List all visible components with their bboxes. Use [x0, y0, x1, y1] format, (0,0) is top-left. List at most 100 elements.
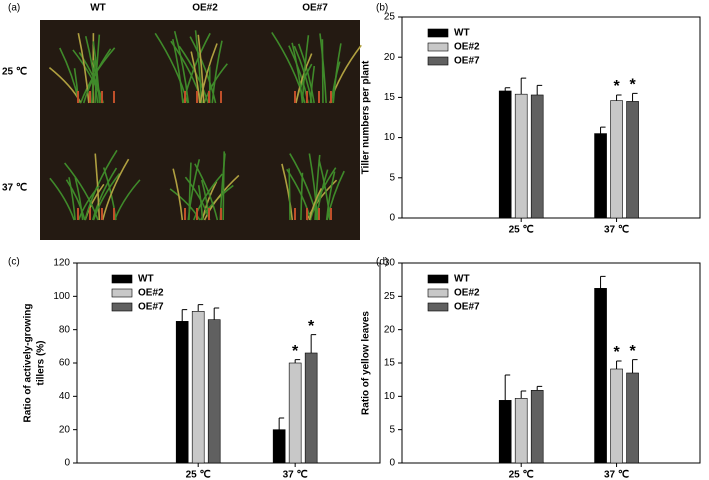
column-label: WT [90, 3, 106, 14]
legend-label: OE#2 [454, 288, 480, 299]
column-label: OE#2 [192, 3, 218, 14]
y-tick-label: 100 [53, 291, 70, 302]
error-bar [616, 360, 622, 369]
bar [594, 288, 607, 464]
leaf [68, 177, 76, 221]
leaf [171, 39, 184, 104]
leaf [306, 179, 338, 221]
legend-swatch [111, 274, 133, 284]
leaf [92, 173, 121, 221]
error-bar [197, 304, 204, 312]
panel-label: (a) [8, 3, 20, 14]
y-tick-label: 25 [384, 291, 396, 302]
leaf [77, 185, 100, 221]
bar [626, 372, 639, 464]
y-axis-label: Ratio of actively-growing [23, 304, 34, 423]
legend-swatch [427, 56, 449, 66]
y-tick-label: 0 [389, 213, 395, 224]
y-tick-label: 20 [59, 424, 71, 435]
bar [610, 368, 623, 464]
legend-label: WT [138, 274, 154, 285]
error-bar [504, 87, 511, 91]
leaf [321, 39, 324, 104]
bar [272, 429, 286, 464]
panel-label: (c) [8, 257, 20, 268]
bar [304, 352, 318, 464]
legend-swatch [427, 42, 449, 52]
leaf [192, 173, 223, 221]
leaf [203, 174, 240, 221]
legend-label: OE#7 [454, 302, 480, 313]
leaf [203, 63, 228, 104]
error-bar [600, 126, 606, 134]
significance-marker: * [629, 77, 636, 94]
leaf [281, 163, 294, 221]
leaf [190, 51, 201, 104]
leaf [194, 163, 219, 221]
error-bar [632, 359, 638, 373]
legend-swatch [427, 28, 449, 38]
x-tick-label: 25 ℃ [509, 470, 534, 480]
legend-swatch [111, 302, 133, 312]
leaf [172, 168, 184, 221]
leaf [288, 168, 291, 221]
leaf [308, 188, 323, 221]
y-axis-label: tillers (%) [36, 340, 47, 385]
error-bar [520, 390, 527, 399]
y-tick-label: 5 [389, 172, 395, 183]
y-tick-label: 0 [389, 458, 395, 469]
y-tick-label: 15 [384, 92, 396, 103]
y-axis-label: Ratio of yellow leaves [361, 311, 372, 415]
leaf [332, 43, 342, 104]
leaf [325, 171, 336, 221]
leaf [326, 170, 345, 221]
legend-swatch [111, 288, 133, 298]
leaf [319, 33, 327, 104]
leaf [65, 179, 86, 221]
leaf [295, 53, 313, 104]
leaf [101, 158, 130, 221]
leaf [77, 33, 90, 104]
bar [514, 93, 528, 219]
error-bar [536, 385, 543, 391]
error-bar [616, 94, 622, 101]
y-tick-label: 25 [384, 12, 396, 23]
legend-label: OE#7 [454, 56, 480, 67]
legend-label: OE#2 [138, 288, 164, 299]
y-tick-label: 10 [384, 132, 396, 143]
x-tick-label: 37 ℃ [283, 470, 308, 480]
legend-swatch [427, 302, 449, 312]
leaf [289, 153, 319, 221]
legend-swatch [427, 288, 449, 298]
leaf [72, 49, 104, 104]
y-tick-label: 10 [384, 391, 396, 402]
leaf [113, 179, 141, 221]
legend-label: OE#7 [138, 302, 164, 313]
significance-marker: * [613, 344, 620, 361]
bar [175, 321, 189, 464]
significance-marker: * [613, 78, 620, 95]
legend-label: WT [454, 274, 470, 285]
error-bar [536, 84, 543, 95]
column-label: OE#7 [302, 3, 328, 14]
row-label: 25 ℃ [2, 67, 27, 78]
leaf [309, 65, 316, 104]
legend-swatch [427, 274, 449, 284]
bar [191, 311, 205, 464]
bar [626, 101, 639, 219]
significance-marker: * [292, 343, 299, 360]
significance-marker: * [308, 318, 315, 335]
significance-marker: * [629, 343, 636, 360]
leaf [197, 34, 205, 104]
y-tick-label: 60 [59, 358, 71, 369]
leaf [49, 177, 75, 221]
panel-label: (b) [376, 3, 388, 14]
error-bar [632, 92, 638, 102]
error-bar [520, 77, 527, 95]
y-tick-label: 0 [64, 458, 70, 469]
bar [498, 400, 512, 464]
leaf [189, 36, 217, 104]
leaf [297, 43, 315, 104]
error-bar [278, 417, 285, 430]
